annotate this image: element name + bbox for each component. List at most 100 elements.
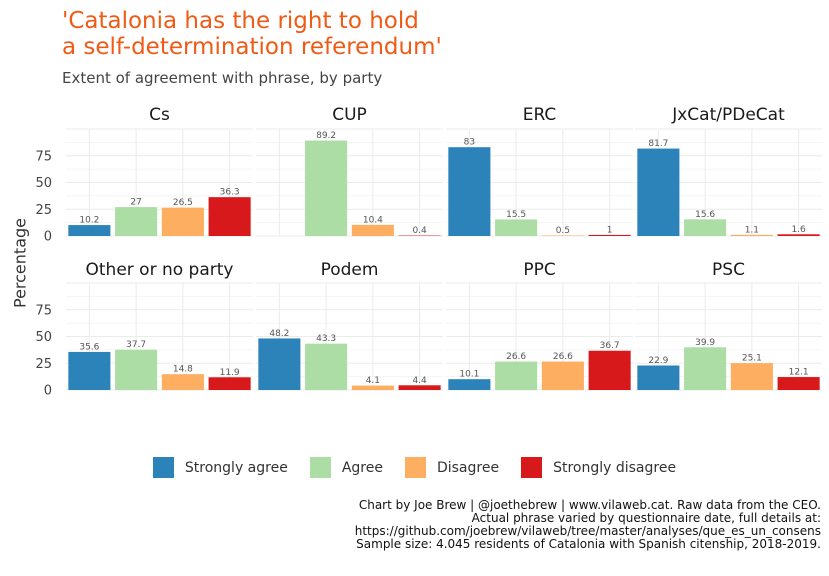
data-label: 10.2	[79, 216, 99, 226]
bar-other-or-no-party-strongly-disagree	[208, 377, 251, 390]
data-label: 1.1	[745, 225, 759, 235]
legend-label-strongly-agree: Strongly agree	[184, 459, 288, 476]
data-label: 39.9	[695, 338, 715, 348]
facet-title-cs: Cs	[149, 105, 170, 125]
data-label: 11.9	[220, 368, 240, 378]
bar-other-or-no-party-agree	[115, 349, 158, 390]
chart-title: 'Catalonia has the right to hold a self-…	[62, 8, 442, 60]
data-label: 36.3	[220, 188, 240, 198]
chart-title-line-2: a self-determination referendum'	[62, 34, 442, 60]
facet-title-cup: CUP	[332, 105, 367, 125]
data-label: 36.7	[600, 341, 620, 351]
caption-line-2: Actual phrase varied by questionnaire da…	[471, 511, 821, 525]
y-tick-label: 0	[44, 384, 52, 399]
y-tick-label: 25	[35, 357, 52, 372]
data-label: 0.5	[556, 226, 570, 236]
legend-item-strongly-disagree: Strongly disagree	[521, 457, 676, 478]
data-label: 26.6	[506, 352, 526, 362]
bar-ppc-agree	[495, 361, 538, 390]
bar-podem-disagree	[351, 385, 394, 390]
faceted-bar-chart: 0 25 50 75 Cs 10.2 27 26.5 36.3 CUP 89.2 10.4 0.4 ERC…	[35, 105, 822, 399]
bar-jxcat-pdecat-strongly-disagree	[777, 234, 820, 236]
bar-erc-agree	[495, 219, 538, 236]
chart-subtitle: Extent of agreement with phrase, by part…	[62, 69, 383, 87]
y-tick-label: 75	[35, 149, 52, 164]
bar-ppc-strongly-agree	[448, 379, 491, 390]
y-tick-label: 50	[35, 176, 52, 191]
data-label: 14.8	[173, 365, 193, 375]
y-tick-label: 50	[35, 330, 52, 345]
legend-key-agree	[309, 457, 331, 478]
bar-jxcat-pdecat-strongly-agree	[637, 148, 680, 236]
caption-line-3: https://github.com/joebrew/vilaweb/tree/…	[354, 524, 821, 538]
y-tick-label: 75	[35, 303, 52, 318]
data-label: 26.6	[553, 352, 573, 362]
data-label: 10.1	[459, 370, 479, 380]
bar-psc-agree	[684, 347, 727, 390]
chart-title-line-1: 'Catalonia has the right to hold	[62, 8, 419, 34]
chart-caption: Chart by Joe Brew | @joethebrew | www.vi…	[355, 499, 821, 551]
bar-other-or-no-party-strongly-agree	[68, 351, 111, 390]
facet-title-other-or-no-party: Other or no party	[86, 260, 234, 280]
data-label: 10.4	[363, 215, 383, 225]
bar-podem-agree	[305, 343, 348, 390]
bar-psc-disagree	[730, 363, 773, 390]
legend-item-agree: Agree	[309, 457, 383, 478]
bar-jxcat-pdecat-disagree	[730, 234, 773, 236]
data-label: 0.4	[412, 226, 427, 236]
bar-psc-strongly-agree	[637, 365, 680, 390]
legend: Strongly agree Agree Disagree Strongly d…	[0, 457, 829, 478]
y-tick-label: 0	[44, 230, 52, 245]
data-label: 89.2	[316, 131, 336, 141]
data-label: 37.7	[126, 340, 146, 350]
bar-ppc-disagree	[541, 361, 584, 390]
bar-cs-disagree	[161, 207, 204, 236]
y-tick-label: 25	[35, 203, 52, 218]
bar-podem-strongly-agree	[258, 338, 301, 390]
data-label: 25.1	[742, 354, 762, 364]
data-label: 43.3	[316, 334, 336, 344]
legend-item-strongly-agree: Strongly agree	[152, 457, 288, 478]
facet-title-podem: Podem	[321, 260, 379, 280]
legend-item-disagree: Disagree	[404, 457, 500, 478]
legend-key-disagree	[404, 457, 426, 478]
bar-cs-strongly-disagree	[208, 197, 251, 236]
data-label: 15.5	[506, 210, 526, 220]
bar-erc-strongly-disagree	[588, 234, 631, 236]
facet-title-jxcat-pdecat: JxCat/PDeCat	[671, 105, 785, 125]
bar-cs-agree	[115, 207, 158, 236]
bar-ppc-strongly-disagree	[588, 350, 631, 390]
bar-erc-disagree	[541, 235, 584, 236]
data-label: 12.1	[789, 368, 809, 378]
data-label: 15.6	[695, 210, 715, 220]
data-label: 26.5	[173, 198, 193, 208]
caption-line-1: Chart by Joe Brew | @joethebrew | www.vi…	[358, 498, 821, 512]
facet-title-erc: ERC	[523, 105, 557, 125]
data-label: 27	[130, 198, 141, 208]
bar-podem-strongly-disagree	[398, 385, 441, 390]
bar-erc-strongly-agree	[448, 147, 491, 236]
bar-psc-strongly-disagree	[777, 377, 820, 390]
bar-cs-strongly-agree	[68, 225, 111, 236]
facet-title-psc: PSC	[712, 260, 745, 280]
data-label: 81.7	[648, 139, 668, 149]
data-label: 48.2	[269, 329, 289, 339]
legend-label-strongly-disagree: Strongly disagree	[553, 459, 677, 476]
bar-jxcat-pdecat-agree	[684, 219, 727, 236]
caption-line-4: Sample size: 4.045 residents of Cataloni…	[356, 537, 821, 551]
data-label: 83	[464, 138, 475, 148]
legend-key-strongly-disagree	[521, 457, 543, 478]
data-label: 1.6	[791, 225, 806, 235]
data-label: 1	[607, 225, 613, 235]
data-label: 4.4	[412, 376, 427, 386]
bar-cup-agree	[305, 140, 348, 236]
bar-cup-disagree	[351, 224, 394, 236]
data-label: 4.1	[366, 376, 380, 386]
bar-other-or-no-party-disagree	[161, 374, 204, 390]
legend-label-agree: Agree	[341, 459, 383, 476]
legend-key-strongly-agree	[152, 457, 174, 478]
data-label: 22.9	[648, 356, 668, 366]
data-label: 35.6	[79, 342, 99, 352]
legend-label-disagree: Disagree	[436, 459, 500, 476]
facet-title-ppc: PPC	[523, 260, 555, 280]
